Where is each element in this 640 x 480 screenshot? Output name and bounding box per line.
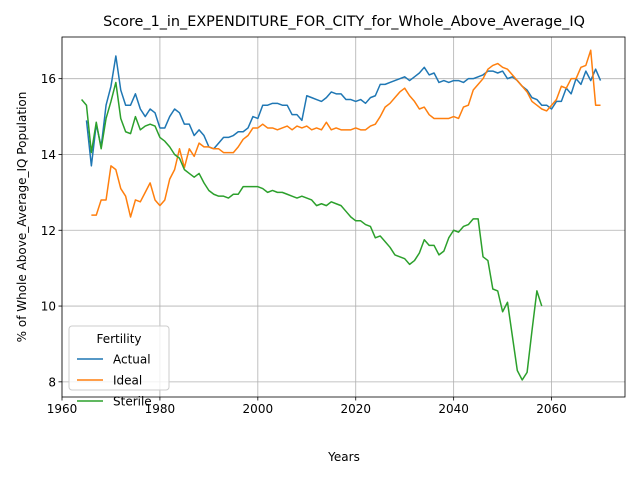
chart-title: Score_1_in_EXPENDITURE_FOR_CITY_for_Whol… xyxy=(103,14,585,30)
x-tick-label: 2040 xyxy=(438,402,469,416)
y-tick-label: 14 xyxy=(41,148,56,162)
x-tick-label: 1960 xyxy=(47,402,78,416)
y-axis-label: % of Whole Above_Average_IQ Population xyxy=(15,92,29,343)
y-tick-label: 12 xyxy=(41,224,56,238)
series-layer xyxy=(81,49,602,381)
legend-box xyxy=(68,325,170,391)
x-tick-label: 2000 xyxy=(243,402,274,416)
x-tick-label: 1980 xyxy=(145,402,176,416)
x-axis-label: Years xyxy=(327,450,360,464)
x-tick-label: 2060 xyxy=(536,402,567,416)
legend-label-ideal: Ideal xyxy=(113,374,142,388)
y-tick-label: 10 xyxy=(41,300,56,314)
y-tick-label: 16 xyxy=(41,72,56,86)
y-axis-ticks: 8 10 12 14 16 xyxy=(41,72,62,389)
plot-area-frame xyxy=(61,36,626,398)
x-axis-ticks: 1960 1980 2000 2020 2040 2060 xyxy=(47,397,567,416)
legend-items: Actual Ideal Sterile xyxy=(77,353,152,409)
y-tick-label: 8 xyxy=(48,375,56,389)
legend-title: Fertility xyxy=(96,332,141,346)
legend-label-actual: Actual xyxy=(113,353,151,367)
legend: Fertility Actual Ideal Sterile xyxy=(68,325,170,409)
legend-label-sterile: Sterile xyxy=(113,395,152,409)
x-tick-label: 2020 xyxy=(340,402,371,416)
series-line-sterile xyxy=(81,81,543,381)
series-line-actual xyxy=(85,55,602,167)
series-line-ideal xyxy=(91,49,601,218)
